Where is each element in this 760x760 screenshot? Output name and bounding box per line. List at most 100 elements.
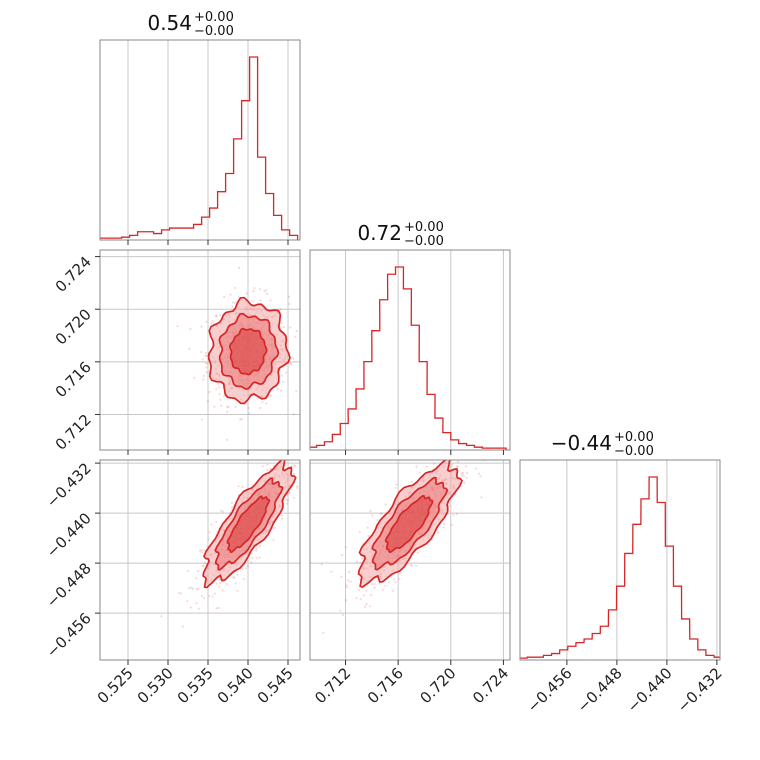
- scatter-point: [214, 314, 217, 318]
- x-tick-label: 0.720: [417, 664, 460, 707]
- scatter-point: [244, 567, 247, 570]
- scatter-point: [395, 483, 398, 486]
- scatter-point: [195, 577, 198, 580]
- scatter-point: [409, 564, 412, 567]
- scatter-point: [373, 582, 376, 585]
- scatter-point: [367, 534, 370, 538]
- scatter-point: [213, 592, 216, 595]
- x-tick-label: 0.535: [174, 664, 217, 707]
- scatter-point: [307, 435, 309, 437]
- scatter-point: [223, 394, 226, 398]
- scatter-layer: [160, 435, 309, 628]
- scatter-point: [285, 444, 287, 446]
- contour-fill-inner: [226, 495, 271, 553]
- scatter-point: [215, 607, 218, 610]
- scatter-point: [219, 398, 222, 401]
- scatter-point: [381, 588, 384, 591]
- scatter-point: [205, 371, 208, 374]
- scatter-point: [344, 546, 347, 549]
- param-title-value: 0.72: [357, 221, 402, 245]
- contour-line: [228, 327, 268, 376]
- scatter-panel-0-1: 0.712 0.716 0.720 0.724: [52, 249, 313, 455]
- scatter-point: [292, 357, 295, 360]
- scatter-point: [252, 289, 255, 293]
- scatter-point: [479, 475, 482, 478]
- scatter-point: [359, 561, 362, 564]
- x-tick-label: −0.432: [674, 664, 726, 716]
- scatter-point: [232, 575, 235, 579]
- scatter-point: [311, 326, 313, 328]
- scatter-point: [384, 584, 387, 587]
- scatter-point: [295, 390, 298, 393]
- scatter-point: [266, 292, 269, 295]
- scatter-point: [218, 386, 221, 389]
- scatter-point: [416, 551, 419, 555]
- scatter-point: [208, 531, 211, 534]
- y-tick-label: −0.448: [43, 559, 95, 611]
- scatter-point: [211, 319, 214, 323]
- scatter-point: [459, 435, 461, 437]
- contour-line: [207, 296, 291, 405]
- scatter-point: [292, 413, 295, 416]
- scatter-point: [398, 577, 401, 580]
- scatter-layer: [176, 266, 313, 441]
- scatter-point: [213, 405, 216, 408]
- y-tick-label: 0.724: [52, 253, 95, 296]
- contour-fill-inner: [384, 495, 434, 553]
- scatter-point: [346, 586, 349, 589]
- scatter-point: [269, 467, 273, 470]
- scatter-point: [200, 350, 203, 354]
- hist-panel-0: [99, 39, 301, 245]
- scatter-point: [201, 418, 204, 421]
- scatter-point: [362, 594, 366, 597]
- scatter-point: [229, 293, 232, 296]
- contour-line: [384, 495, 434, 553]
- scatter-point: [190, 586, 193, 589]
- scatter-point: [241, 567, 244, 570]
- scatter-point: [301, 469, 303, 471]
- scatter-point: [368, 605, 371, 608]
- scatter-point: [255, 549, 258, 552]
- param-title-plus: +0.00: [194, 10, 234, 25]
- scatter-point: [253, 286, 256, 290]
- param-title-minus: −0.00: [194, 24, 234, 39]
- scatter-point: [287, 499, 290, 502]
- scatter-point: [330, 570, 333, 573]
- contour-line: [218, 312, 280, 390]
- panel-frame: [99, 459, 301, 661]
- scatter-point: [258, 556, 261, 559]
- scatter-point: [462, 451, 464, 453]
- scatter-point: [203, 561, 206, 564]
- x-tick-label: 0.545: [254, 664, 297, 707]
- scatter-point: [220, 509, 223, 512]
- scatter-point: [398, 572, 401, 575]
- scatter-point: [292, 465, 295, 468]
- scatter-point: [251, 557, 254, 560]
- scatter-point: [293, 472, 296, 476]
- scatter-point: [376, 519, 379, 522]
- scatter-point: [302, 460, 304, 462]
- scatter-point: [297, 454, 299, 456]
- scatter-point: [207, 594, 211, 598]
- scatter-point: [231, 301, 234, 304]
- scatter-point: [236, 589, 239, 593]
- hist-panel-2: −0.456−0.448−0.440−0.432: [519, 459, 726, 716]
- scatter-point: [239, 418, 242, 421]
- scatter-point: [303, 354, 305, 356]
- scatter-point: [231, 506, 234, 509]
- contour-line: [226, 495, 271, 554]
- scatter-point: [176, 325, 179, 328]
- scatter-point: [258, 545, 262, 548]
- scatter-point: [266, 468, 269, 472]
- scatter-point: [369, 593, 372, 597]
- scatter-point: [181, 625, 185, 628]
- scatter-point: [285, 499, 288, 502]
- scatter-point: [363, 605, 367, 608]
- scatter-point: [207, 538, 210, 541]
- contour-line: [371, 476, 449, 571]
- scatter-point: [252, 299, 255, 302]
- scatter-point: [425, 465, 428, 468]
- scatter-point: [369, 510, 372, 513]
- y-tick-label: −0.456: [43, 609, 95, 661]
